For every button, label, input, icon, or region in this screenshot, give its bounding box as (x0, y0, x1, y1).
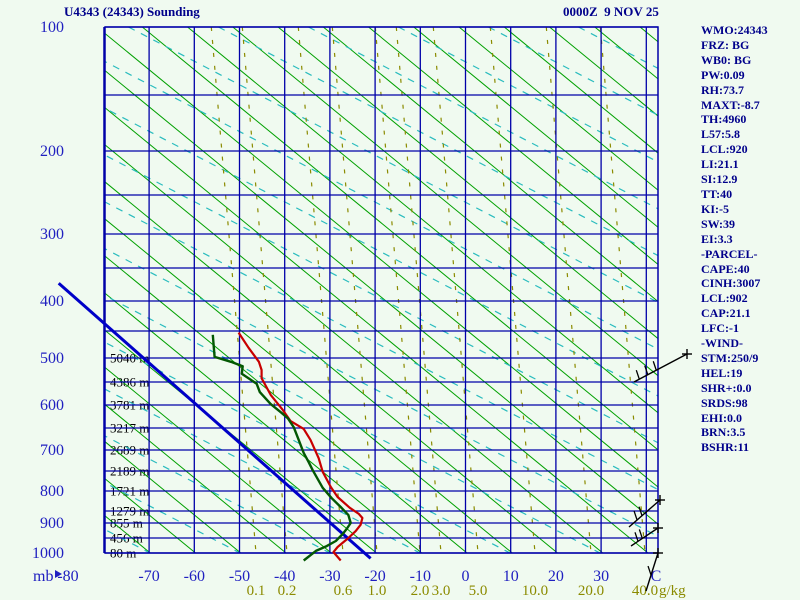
svg-text:200: 200 (40, 143, 64, 160)
svg-text:0.2: 0.2 (278, 583, 297, 599)
svg-text:-20: -20 (364, 568, 385, 585)
svg-text:100: 100 (40, 19, 64, 36)
stat-line: LFC:-1 (701, 321, 739, 336)
chart-title: U4343 (24343) Sounding (64, 4, 200, 19)
stat-line: CAPE:40 (701, 261, 750, 276)
svg-text:-10: -10 (410, 568, 431, 585)
chart-datetime: 0000Z 9 NOV 25 (563, 4, 659, 19)
svg-text:-80: -80 (57, 568, 78, 585)
stat-line: MAXT:-8.7 (701, 97, 760, 112)
svg-text:1.0: 1.0 (368, 583, 387, 599)
svg-text:-30: -30 (319, 568, 340, 585)
dry-adiabats (105, 27, 658, 553)
svg-text:-60: -60 (184, 568, 205, 585)
svg-text:900: 900 (40, 515, 64, 532)
svg-text:-40: -40 (274, 568, 295, 585)
stat-line: SI:12.9 (701, 172, 738, 187)
stat-line: BSHR:11 (701, 440, 750, 455)
stat-line: CINH:3007 (701, 276, 761, 291)
svg-text:mb: mb (33, 568, 53, 585)
stats-panel: WMO:24343 FRZ: BG WB0: BG PW:0.09 RH:73.7 MAX… (701, 23, 800, 455)
svg-text:600: 600 (40, 397, 64, 414)
svg-text:-50: -50 (229, 568, 250, 585)
svg-text:30: 30 (593, 568, 609, 585)
svg-text:10: 10 (503, 568, 519, 585)
svg-text:1000: 1000 (32, 545, 64, 562)
stat-line: EI:3.3 (701, 231, 733, 246)
stat-line: WMO:24343 (701, 23, 768, 37)
svg-text:300: 300 (40, 226, 64, 243)
pressure-temperature-grid (103, 26, 659, 554)
stat-line: SHR+:0.0 (701, 380, 752, 395)
stat-line: KI:-5 (701, 201, 729, 216)
svg-text:800: 800 (40, 483, 64, 500)
stat-line: L57:5.8 (701, 127, 740, 142)
svg-text:g/kg: g/kg (659, 583, 686, 599)
stat-line: WB0: BG (701, 52, 752, 67)
stat-line: PW:0.09 (701, 67, 745, 82)
stat-line: TT:40 (701, 186, 733, 201)
svg-text:20: 20 (548, 568, 564, 585)
svg-text:0.1: 0.1 (247, 583, 266, 599)
svg-text:3.0: 3.0 (432, 583, 451, 599)
dewpoint-curve (211, 334, 352, 562)
stat-line: SRDS:98 (701, 395, 748, 410)
stat-line: EHI:0.0 (701, 410, 743, 425)
svg-text:C: C (651, 568, 662, 585)
stat-line: -PARCEL- (701, 246, 758, 261)
stat-line: BRN:3.5 (701, 425, 746, 440)
svg-text:-70: -70 (138, 568, 159, 585)
svg-text:0.6: 0.6 (334, 583, 353, 599)
wind-barbs (628, 349, 692, 592)
svg-text:20.0: 20.0 (578, 583, 604, 599)
temperature-curve (237, 331, 364, 562)
svg-text:40.0: 40.0 (632, 583, 658, 599)
stat-line: FRZ: BG (701, 37, 750, 52)
svg-text:5.0: 5.0 (469, 583, 488, 599)
stat-line: HEL:19 (701, 365, 743, 380)
stat-line: STM:250/9 (701, 350, 759, 365)
mixing-ratio-lines (210, 27, 646, 553)
stat-line: RH:73.7 (701, 82, 744, 97)
svg-text:10.0: 10.0 (522, 583, 548, 599)
stat-line: CAP:21.1 (701, 306, 751, 321)
stat-line: LCL:902 (701, 291, 748, 306)
stat-line: TH:4960 (701, 112, 747, 127)
svg-text:0: 0 (462, 568, 470, 585)
parcel-line (57, 282, 372, 560)
stat-line: SW:39 (701, 216, 736, 231)
svg-text:2.0: 2.0 (411, 583, 430, 599)
svg-text:400: 400 (40, 293, 64, 310)
svg-text:500: 500 (40, 350, 64, 367)
stat-line: LCL:920 (701, 142, 748, 157)
svg-text:700: 700 (40, 442, 64, 459)
stat-line: -WIND- (701, 336, 743, 351)
stat-line: LI:21.1 (701, 157, 739, 172)
